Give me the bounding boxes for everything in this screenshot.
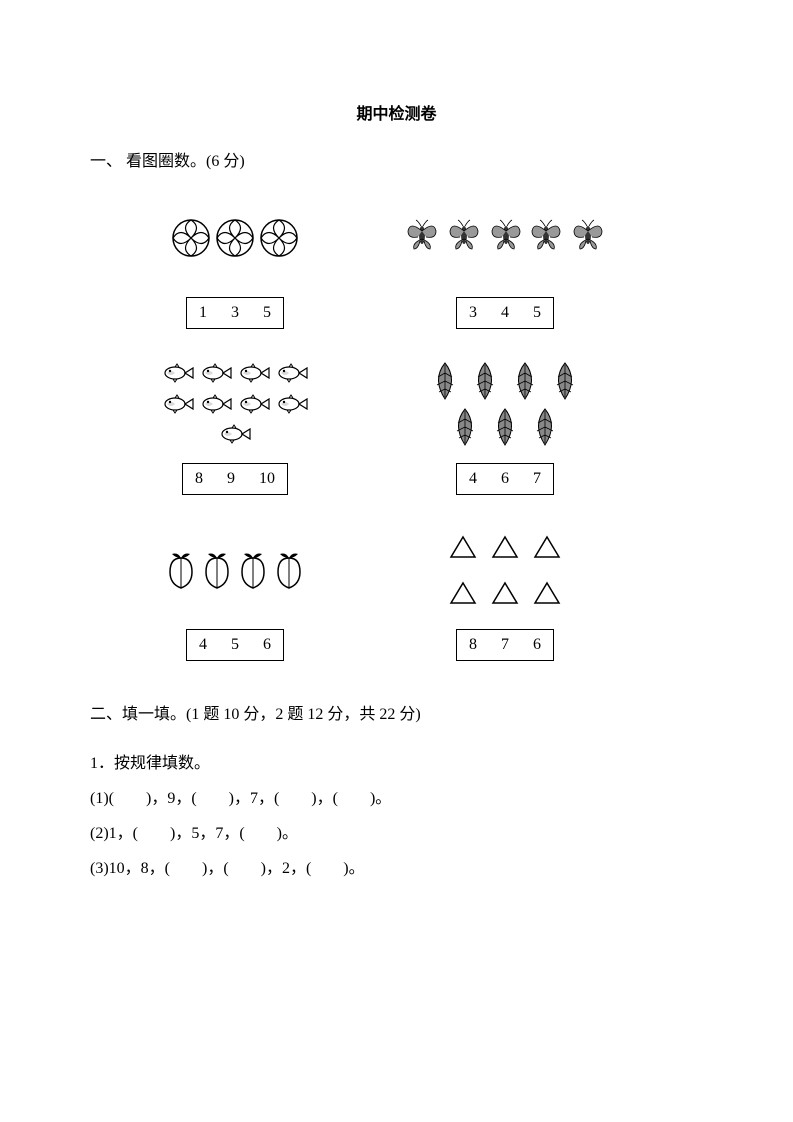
- fish-icon: [199, 394, 233, 414]
- triangle-icon: [449, 535, 477, 559]
- leaf-icon: [468, 361, 502, 401]
- answer-box: 4 5 6: [186, 629, 284, 661]
- section1-heading: 一、 看图圈数。(6 分): [90, 148, 703, 177]
- question-grid: 1 3 5 3: [130, 193, 703, 661]
- triangles-area: [425, 525, 585, 615]
- option: 4: [501, 304, 509, 322]
- answer-box: 3 4 5: [456, 297, 554, 329]
- answer-box: 1 3 5: [186, 297, 284, 329]
- fish-icon: [275, 363, 309, 383]
- q6-triangles: 8 7 6: [400, 525, 610, 661]
- leaf-icon: [488, 407, 522, 447]
- flowers-area: [170, 193, 300, 283]
- triangle-icon: [533, 535, 561, 559]
- option: 8: [469, 636, 477, 654]
- answer-box: 4 6 7: [456, 463, 554, 495]
- q1-flowers: 1 3 5: [130, 193, 340, 329]
- option: 5: [263, 304, 271, 322]
- option: 8: [195, 470, 203, 488]
- q2-1-label: 1．按规律填数。: [90, 746, 703, 781]
- q2-1-1: (1)( )，9，( )，7，( )，( )。: [90, 781, 703, 816]
- leaf-icon: [508, 361, 542, 401]
- fish-icon: [275, 394, 309, 414]
- leaf-icon: [448, 407, 482, 447]
- triangle-icon: [491, 581, 519, 605]
- triangle-icon: [533, 581, 561, 605]
- answer-box: 8 7 6: [456, 629, 554, 661]
- peach-icon: [272, 550, 306, 590]
- q5-peaches: 4 5 6: [130, 525, 340, 661]
- answer-box: 8 9 10: [182, 463, 288, 495]
- flower-icon: [170, 217, 212, 259]
- butterfly-icon: [446, 217, 482, 253]
- peach-icon: [164, 550, 198, 590]
- option: 4: [469, 470, 477, 488]
- page-title: 期中检测卷: [90, 100, 703, 124]
- peach-icon: [236, 550, 270, 590]
- option: 9: [227, 470, 235, 488]
- leaf-icon: [548, 361, 582, 401]
- triangle-icon: [491, 535, 519, 559]
- option: 1: [199, 304, 207, 322]
- fish-icon: [218, 424, 252, 444]
- flower-icon: [214, 217, 256, 259]
- butterfly-icon: [570, 217, 606, 253]
- q2-1-3: (3)10，8，( )，( )，2，( )。: [90, 851, 703, 886]
- option: 5: [533, 304, 541, 322]
- leaf-icon: [428, 361, 462, 401]
- option: 4: [199, 636, 207, 654]
- fish-area: [145, 359, 325, 449]
- option: 3: [231, 304, 239, 322]
- peach-icon: [200, 550, 234, 590]
- butterfly-icon: [528, 217, 564, 253]
- fish-icon: [237, 363, 271, 383]
- butterflies-area: [395, 193, 615, 283]
- option: 7: [533, 470, 541, 488]
- leaf-icon: [528, 407, 562, 447]
- fish-icon: [199, 363, 233, 383]
- option: 5: [231, 636, 239, 654]
- butterfly-icon: [404, 217, 440, 253]
- flower-icon: [258, 217, 300, 259]
- peaches-area: [164, 525, 306, 615]
- option: 10: [259, 470, 275, 488]
- option: 6: [263, 636, 271, 654]
- option: 6: [533, 636, 541, 654]
- fish-icon: [237, 394, 271, 414]
- fish-icon: [161, 363, 195, 383]
- option: 3: [469, 304, 477, 322]
- triangle-icon: [449, 581, 477, 605]
- q2-1-2: (2)1，( )，5，7，( )。: [90, 816, 703, 851]
- fish-icon: [161, 394, 195, 414]
- q4-leaves: 4 6 7: [400, 359, 610, 495]
- q3-fish: 8 9 10: [130, 359, 340, 495]
- option: 6: [501, 470, 509, 488]
- leaves-area: [410, 359, 600, 449]
- option: 7: [501, 636, 509, 654]
- section2-heading: 二、填一填。(1 题 10 分，2 题 12 分，共 22 分): [90, 701, 703, 730]
- q2-butterflies: 3 4 5: [400, 193, 610, 329]
- butterfly-icon: [488, 217, 524, 253]
